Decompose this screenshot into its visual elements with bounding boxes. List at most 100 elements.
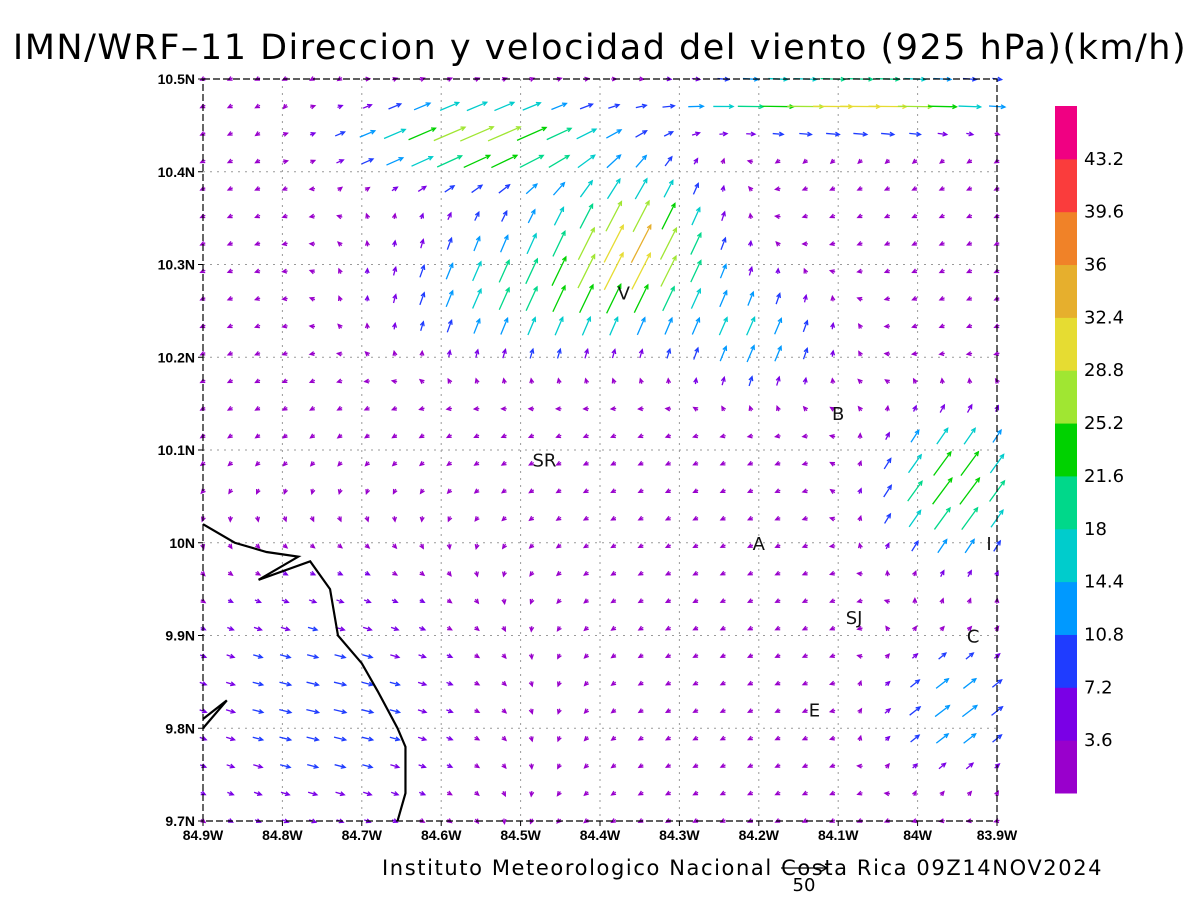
wind-vector <box>281 268 288 274</box>
wind-vector <box>557 653 562 660</box>
wind-vector <box>411 155 434 167</box>
wind-vector <box>693 346 700 360</box>
wind-vector <box>253 626 263 632</box>
wind-vector <box>994 569 999 577</box>
wind-vector <box>883 268 891 274</box>
wind-vector <box>392 349 398 357</box>
wind-vector <box>828 570 836 576</box>
wind-vector <box>361 681 375 687</box>
wind-vector <box>308 241 316 247</box>
y-tick-label: 10.5N <box>158 71 195 87</box>
y-tick-label: 9.7N <box>165 813 195 829</box>
wind-vector <box>719 289 728 308</box>
wind-vector <box>487 126 522 142</box>
wind-vector <box>281 405 288 411</box>
wind-vector <box>664 735 671 741</box>
wind-vector <box>958 104 983 110</box>
wind-vector <box>661 202 676 230</box>
wind-vector <box>227 433 233 439</box>
wind-vector <box>801 570 808 576</box>
wind-vector <box>227 543 233 550</box>
wind-vector <box>994 131 1001 136</box>
wind-vector <box>362 626 373 632</box>
wind-vector <box>774 735 781 741</box>
wind-vector <box>883 484 893 498</box>
wind-vector <box>963 427 976 445</box>
wind-vector <box>253 296 261 301</box>
wind-vector <box>582 406 589 412</box>
wind-vector <box>392 488 398 495</box>
wind-vector <box>554 406 562 412</box>
wind-vector <box>474 653 481 659</box>
wind-vector <box>857 378 863 385</box>
wind-vector <box>774 515 781 521</box>
wind-vector <box>748 212 754 219</box>
wind-vector <box>584 377 590 384</box>
wind-vector <box>491 154 519 169</box>
wind-vector <box>364 322 370 329</box>
wind-vector <box>746 735 754 741</box>
wind-vector <box>912 597 918 604</box>
wind-vector <box>254 131 261 137</box>
city-label: V <box>618 283 631 304</box>
wind-vector <box>439 101 461 111</box>
wind-vector <box>500 406 507 412</box>
wind-vector <box>500 316 509 335</box>
wind-vector <box>635 103 648 109</box>
wind-vector <box>718 316 728 336</box>
wind-vector <box>911 652 919 659</box>
wind-vector <box>912 625 918 632</box>
city-label: C <box>967 627 980 648</box>
city-label: I <box>986 534 991 555</box>
wind-vector <box>610 790 617 796</box>
wind-vector <box>362 763 374 769</box>
wind-vector <box>308 351 316 357</box>
wind-vector <box>936 427 949 445</box>
map-title: IMN/WRF–11 Direccion y velocidad del vie… <box>12 28 1188 68</box>
wind-vector <box>746 344 755 363</box>
wind-vector <box>281 378 288 384</box>
y-tick-label: 10.3N <box>158 257 195 273</box>
wind-vector <box>501 735 508 742</box>
wind-vector <box>527 316 537 336</box>
wind-vector <box>746 625 754 631</box>
wind-vector <box>474 735 481 741</box>
wind-vector <box>857 405 863 412</box>
wind-vector <box>692 488 699 493</box>
wind-vector <box>336 159 345 164</box>
x-tick-label: 84.6W <box>421 827 462 843</box>
wind-vector <box>579 203 594 229</box>
wind-vector <box>386 157 405 166</box>
wind-vector <box>474 763 481 769</box>
wind-vector <box>609 315 619 336</box>
wind-vector <box>364 239 370 247</box>
wind-vector <box>529 571 535 577</box>
wind-vector <box>336 378 343 384</box>
wind-vector <box>692 818 699 823</box>
wind-vector <box>583 598 589 604</box>
wind-vector <box>856 213 863 219</box>
wind-vector <box>583 763 589 769</box>
wind-vector <box>417 185 428 192</box>
wind-vector <box>583 680 590 687</box>
footer-credit: Instituto Meteorologico Nacional Costa R… <box>382 856 1104 880</box>
wind-vector <box>775 267 781 274</box>
wind-vector <box>446 318 453 333</box>
wind-vector <box>525 183 538 195</box>
wind-vector <box>829 213 836 219</box>
wind-vector <box>199 708 208 714</box>
wind-vector <box>719 598 726 603</box>
wind-vector <box>527 208 536 224</box>
wind-vector <box>226 241 233 246</box>
wind-vector <box>337 241 343 247</box>
wind-vector <box>226 378 233 384</box>
wind-vector <box>256 488 261 495</box>
wind-vector <box>637 818 644 823</box>
wind-vector <box>774 433 781 439</box>
wind-vector <box>692 653 699 658</box>
wind-vector <box>691 131 701 137</box>
wind-vector <box>690 259 702 283</box>
wind-vector <box>306 654 320 660</box>
wind-vector <box>883 323 891 329</box>
wind-vector <box>363 598 372 604</box>
